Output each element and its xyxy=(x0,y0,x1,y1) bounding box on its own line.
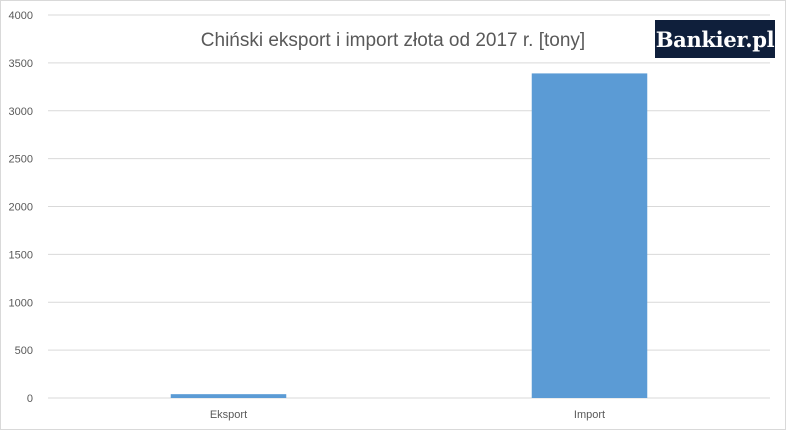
gridlines xyxy=(48,14,770,399)
y-tick-label: 2500 xyxy=(9,154,33,166)
chart-title: Chiński eksport i import złota od 2017 r… xyxy=(201,30,585,51)
y-tick-label: 1000 xyxy=(9,297,33,309)
x-tick-label: Import xyxy=(574,409,605,421)
y-tick-label: 3500 xyxy=(9,58,33,70)
logo-text: Bankier.pl xyxy=(655,26,775,52)
bar-import xyxy=(531,73,648,398)
y-tick-label: 3000 xyxy=(9,106,33,118)
bar-eksport xyxy=(170,394,287,398)
y-tick-label: 1500 xyxy=(9,249,33,261)
bars xyxy=(170,73,648,398)
y-tick-label: 2000 xyxy=(9,202,33,214)
x-tick-label: Eksport xyxy=(210,409,247,421)
bankier-logo: Bankier.pl xyxy=(655,20,775,58)
y-tick-label: 500 xyxy=(15,345,33,357)
x-axis-tick-labels: Eksport Import xyxy=(210,409,605,421)
y-tick-label: 0 xyxy=(27,393,33,405)
y-axis-tick-labels: 0 500 1000 1500 2000 2500 3000 3500 4000 xyxy=(9,10,33,405)
y-tick-label: 4000 xyxy=(9,10,33,22)
